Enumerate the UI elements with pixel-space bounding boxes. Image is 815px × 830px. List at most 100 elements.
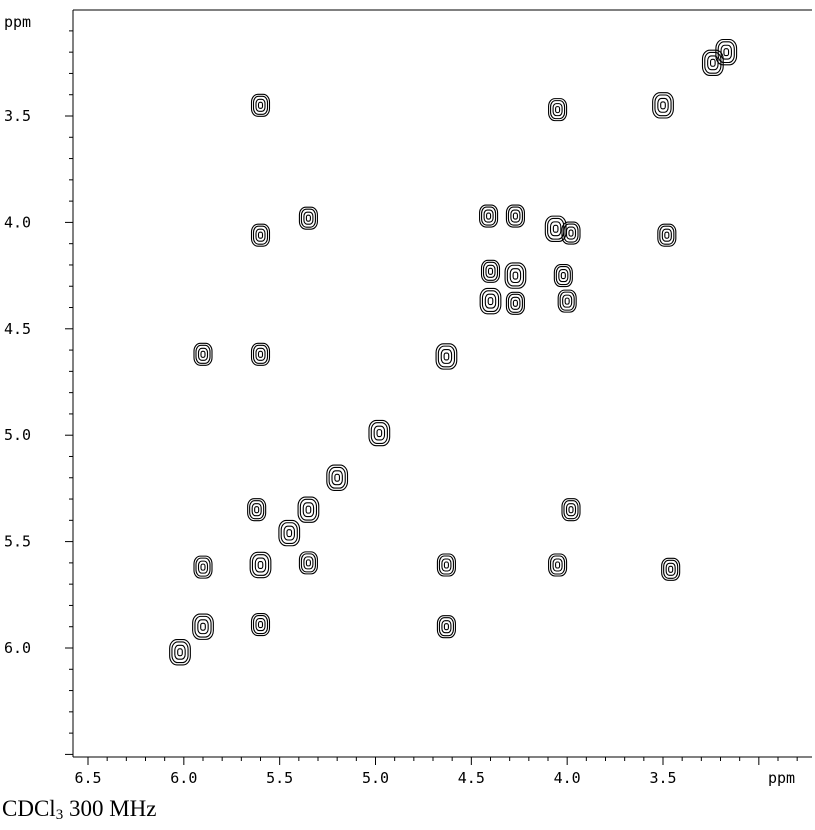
cross-peak xyxy=(326,464,349,491)
contour-ring xyxy=(298,206,318,230)
y-axis: 3.5 4.0 4.5 5.0 5.5 6.0 xyxy=(4,30,73,755)
contour-ring xyxy=(723,48,730,57)
contour-ring xyxy=(505,204,525,228)
contour-ring xyxy=(544,215,567,242)
contour-ring xyxy=(485,264,496,278)
contour-ring xyxy=(550,100,566,120)
contour-ring xyxy=(663,559,679,579)
cross-peak xyxy=(250,613,271,637)
contour-ring xyxy=(255,618,266,632)
contour-ring xyxy=(565,226,577,240)
solvent-subscript: 3 xyxy=(55,807,64,823)
contour-ring xyxy=(512,299,518,307)
contour-ring xyxy=(251,503,262,517)
contour-ring xyxy=(252,95,269,115)
contour-ring xyxy=(302,502,315,518)
y-tick-label: 4.5 xyxy=(4,320,31,338)
contour-ring xyxy=(249,551,272,579)
contour-ring xyxy=(328,466,346,489)
contour-ring xyxy=(510,296,521,310)
contour-ring xyxy=(552,558,563,572)
cross-peak xyxy=(169,639,191,666)
cross-peak xyxy=(548,98,568,122)
contour-ring xyxy=(257,101,264,109)
cross-peak xyxy=(297,496,320,523)
contour-ring xyxy=(250,93,271,117)
contour-ring xyxy=(331,470,343,486)
contour-ring xyxy=(660,101,666,110)
contour-ring xyxy=(563,223,579,243)
cross-peak xyxy=(436,553,456,577)
x-tick-label: 5.0 xyxy=(362,769,389,787)
contour-ring xyxy=(704,51,722,74)
cross-peak xyxy=(436,615,456,639)
contour-ring xyxy=(300,553,316,573)
cosy-contour-plot: 6.5 6.0 5.5 5.0 4.5 4.0 3.5 3.5 4.0 4.5 5.0 5.5 6.0… xyxy=(4,9,812,787)
contour-ring xyxy=(484,293,497,309)
cross-peak xyxy=(505,204,525,228)
contour-ring xyxy=(443,623,449,631)
contour-ring xyxy=(657,97,669,113)
contour-ring xyxy=(552,103,563,117)
contour-ring xyxy=(257,561,264,570)
cross-peak xyxy=(548,553,568,577)
x-tick-label: 5.5 xyxy=(266,769,293,787)
field-strength-label: 300 MHz xyxy=(68,796,157,821)
spectrum-caption: CDCl3 300 MHz xyxy=(2,796,156,824)
contour-ring xyxy=(560,272,566,280)
contour-ring xyxy=(487,297,494,306)
contour-ring xyxy=(657,223,677,247)
contour-ring xyxy=(280,522,298,544)
contour-ring xyxy=(559,291,575,311)
contour-ring xyxy=(563,500,579,520)
cross-peak xyxy=(479,204,499,228)
contour-ring xyxy=(283,525,295,541)
contour-ring xyxy=(305,559,311,567)
contour-ring xyxy=(659,225,675,245)
contour-ring xyxy=(299,498,318,521)
contour-ring xyxy=(665,562,676,576)
contour-peaks xyxy=(169,38,738,666)
contour-ring xyxy=(251,554,270,576)
contour-ring xyxy=(278,519,301,547)
cross-peak xyxy=(247,498,267,522)
contour-ring xyxy=(197,619,209,635)
contour-ring xyxy=(443,352,450,361)
contour-ring xyxy=(558,269,569,283)
y-tick-label: 4.0 xyxy=(4,213,31,231)
contour-ring xyxy=(561,221,581,245)
y-tick-label: 6.0 xyxy=(4,639,31,657)
plot-frame xyxy=(72,9,812,758)
contour-ring xyxy=(250,342,271,366)
contour-ring xyxy=(300,208,316,228)
x-tick-label: 6.0 xyxy=(170,769,197,787)
contour-ring xyxy=(504,262,527,289)
contour-ring xyxy=(564,297,570,305)
contour-ring xyxy=(506,264,525,287)
contour-ring xyxy=(548,98,568,122)
cross-peak xyxy=(715,38,738,66)
contour-ring xyxy=(305,505,312,514)
cross-peak xyxy=(435,343,458,370)
contour-ring xyxy=(177,648,183,657)
contour-ring xyxy=(376,429,383,438)
contour-ring xyxy=(200,350,206,358)
contour-ring xyxy=(441,620,452,634)
contour-ring xyxy=(565,503,577,517)
contour-ring xyxy=(254,506,260,514)
contour-ring xyxy=(561,498,581,522)
contour-ring xyxy=(436,553,456,577)
contour-ring xyxy=(252,344,269,364)
contour-ring xyxy=(717,41,735,64)
contour-ring xyxy=(661,228,672,242)
cross-peak xyxy=(193,555,213,579)
contour-ring xyxy=(562,294,573,308)
contour-ring xyxy=(512,212,518,220)
cross-peak xyxy=(505,291,525,315)
contour-ring xyxy=(480,259,501,283)
contour-ring xyxy=(195,344,211,364)
contour-ring xyxy=(437,345,456,368)
contour-ring xyxy=(200,622,206,631)
cross-peak xyxy=(249,551,272,579)
contour-ring xyxy=(171,641,189,664)
